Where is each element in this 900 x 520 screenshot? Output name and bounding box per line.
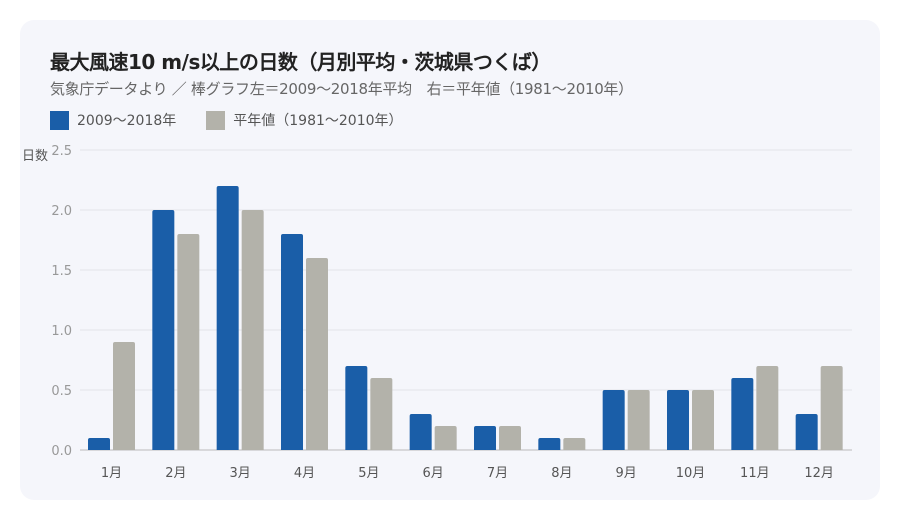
legend: 2009〜2018年 平年値（1981〜2010年） (50, 110, 433, 130)
x-tick-label: 4月 (294, 466, 315, 481)
bar-normal (499, 426, 521, 450)
y-tick-label: 1.0 (51, 324, 72, 339)
y-tick-label: 2.0 (51, 204, 72, 219)
x-tick-label: 3月 (230, 466, 251, 481)
legend-item-normal: 平年値（1981〜2010年） (206, 110, 403, 130)
y-tick-label: 2.5 (51, 144, 72, 159)
legend-label: 2009〜2018年 (77, 113, 177, 129)
legend-swatch-recent (50, 110, 69, 130)
x-tick-label: 6月 (423, 466, 444, 481)
bar-normal (306, 258, 328, 450)
bar-recent (731, 378, 754, 450)
chart-subtitle: 気象庁データより ／ 棒グラフ左＝2009〜2018年平均 右＝平年値（1981… (50, 80, 633, 98)
y-tick-label: 0.5 (51, 384, 72, 399)
bar-normal (113, 342, 135, 450)
bar-normal (370, 378, 393, 450)
bar-recent (795, 414, 818, 450)
y-axis-label: 日数 (22, 149, 48, 164)
y-tick-label: 1.5 (51, 264, 72, 279)
bar-normal (820, 366, 843, 450)
x-tick-label: 5月 (358, 466, 379, 481)
bar-recent (345, 366, 368, 450)
x-tick-label: 1月 (101, 466, 122, 481)
bar-normal (627, 390, 650, 450)
bar-recent (88, 438, 110, 450)
bar-recent (538, 438, 561, 450)
legend-swatch-normal (206, 110, 226, 130)
bar-recent (281, 234, 303, 450)
chart-title: 最大風速10 m/s以上の日数（月別平均・茨城県つくば） (50, 50, 551, 74)
x-tick-label: 11月 (740, 466, 770, 481)
bar-recent (474, 426, 496, 450)
bar-recent (409, 414, 432, 450)
bar-normal (177, 234, 200, 450)
bar-normal (692, 390, 714, 450)
legend-label: 平年値（1981〜2010年） (233, 113, 403, 129)
bar-recent (152, 210, 175, 450)
x-tick-label: 8月 (551, 466, 572, 481)
bar-recent (602, 390, 625, 450)
legend-item-recent: 2009〜2018年 (50, 110, 176, 130)
x-tick-label: 7月 (487, 466, 508, 481)
x-tick-label: 9月 (616, 466, 637, 481)
bar-recent (216, 186, 239, 450)
bar-normal (241, 210, 264, 450)
x-tick-label: 10月 (676, 466, 706, 481)
bar-normal (563, 438, 586, 450)
bar-normal (756, 366, 779, 450)
x-tick-label: 12月 (804, 466, 834, 481)
bar-recent (667, 390, 689, 450)
y-tick-label: 0.0 (51, 444, 72, 459)
bar-normal (434, 426, 457, 450)
x-tick-label: 2月 (165, 466, 186, 481)
